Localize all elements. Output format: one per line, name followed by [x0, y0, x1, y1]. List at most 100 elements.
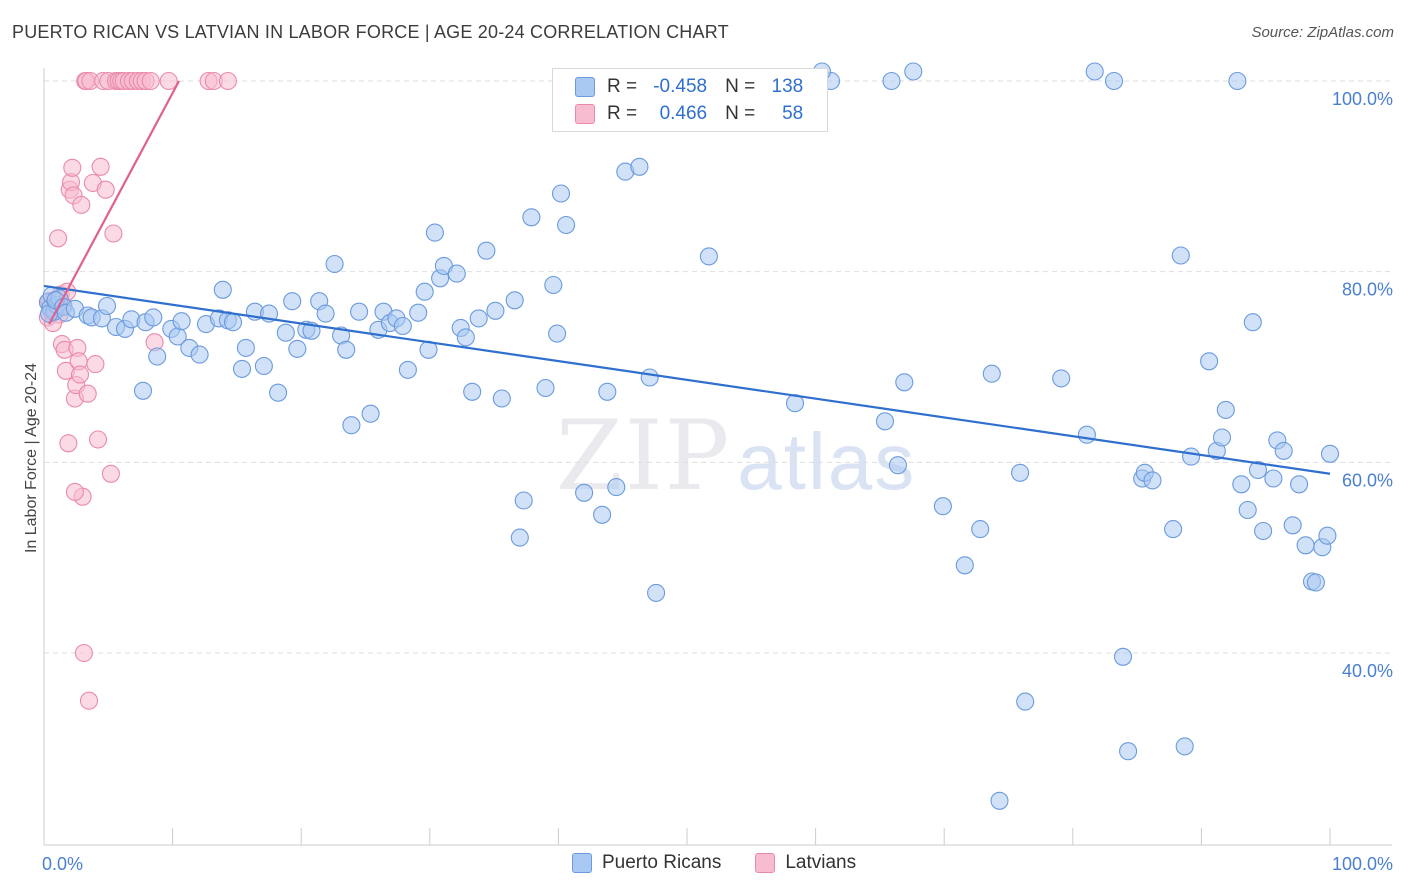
legend-n-value: 58 [782, 103, 804, 124]
puerto-rican-point [1248, 460, 1268, 480]
puerto-rican-point [607, 478, 626, 497]
puerto-rican-point [350, 302, 369, 321]
puerto-rican-point [469, 309, 488, 328]
puerto-rican-point [1296, 536, 1315, 555]
chart-title: PUERTO RICAN VS LATVIAN IN LABOR FORCE |… [12, 22, 729, 42]
puerto-rican-point [1016, 692, 1035, 711]
legend-n-value: 138 [771, 76, 804, 97]
puerto-rican-point [1228, 71, 1247, 91]
latvian-point [74, 643, 93, 663]
puerto-rican-point [337, 340, 356, 359]
puerto-rican-point [1052, 369, 1071, 388]
puerto-rican-point [325, 254, 344, 274]
chart-source: Source: ZipAtlas.com [1251, 24, 1394, 41]
legend-n-label: N = [725, 76, 756, 97]
axis-layer [43, 68, 1392, 846]
puerto-ricans-trend-line [43, 284, 1331, 475]
puerto-rican-point [971, 520, 990, 539]
series-swatch-blue [572, 853, 592, 873]
puerto-rican-point [1318, 526, 1337, 545]
puerto-rican-point [236, 338, 255, 357]
puerto-rican-point [1143, 471, 1162, 490]
puerto-rican-point [593, 505, 612, 524]
y-tick-label: 40.0% [1342, 661, 1393, 681]
puerto-rican-point [536, 378, 555, 398]
legend-r-value: 0.466 [659, 103, 708, 124]
puerto-rican-point [492, 389, 511, 408]
latvian-point [59, 434, 78, 453]
puerto-rican-point [598, 382, 617, 401]
puerto-rican-point [1164, 520, 1183, 539]
puerto-rican-point [1283, 516, 1302, 535]
puerto-rican-point [1085, 62, 1104, 81]
puerto-rican-point [213, 280, 232, 299]
puerto-rican-point [875, 412, 895, 431]
puerto-rican-point [1306, 573, 1325, 592]
puerto-rican-point [1011, 463, 1030, 482]
puerto-rican-point [254, 356, 273, 376]
x-tick-label: 100.0% [1332, 854, 1393, 874]
series-legend-latvians[interactable]: Latvians [755, 852, 856, 874]
y-tick-label: 60.0% [1342, 470, 1393, 490]
stats-legend: R = -0.458 N = 138 R = 0.466 N = 58 [552, 68, 828, 132]
series-legend-label: Latvians [785, 852, 857, 873]
puerto-rican-point [1171, 246, 1190, 265]
puerto-rican-point [575, 483, 594, 502]
puerto-rican-point [232, 359, 252, 378]
tick-labels: 40.0% 60.0% 80.0% 100.0% 0.0% 100.0% [42, 89, 1393, 874]
puerto-rican-point [1119, 742, 1138, 761]
trend-lines [43, 80, 1331, 475]
puerto-rican-point [1216, 400, 1235, 419]
puerto-rican-point [1274, 441, 1293, 460]
legend-row-latvians: R = 0.466 N = 58 [575, 100, 803, 128]
puerto-rican-point [557, 215, 576, 235]
puerto-rican-point [463, 382, 482, 401]
latvians-trend-line [48, 80, 181, 325]
x-tick-label: 0.0% [42, 854, 83, 874]
puerto-rican-point [486, 301, 505, 320]
puerto-rican-point [640, 368, 659, 387]
puerto-rican-point [1200, 352, 1219, 371]
puerto-rican-point [288, 339, 307, 358]
series-swatch-pink [755, 853, 776, 873]
legend-swatch-blue [575, 77, 595, 97]
puerto-rican-point [882, 71, 901, 91]
puerto-rican-point [1243, 313, 1262, 332]
puerto-rican-point [190, 345, 209, 364]
puerto-rican-point [1264, 469, 1283, 488]
puerto-rican-point [398, 360, 417, 379]
series-legend-puerto-ricans[interactable]: Puerto Ricans [572, 852, 721, 874]
puerto-rican-point [551, 184, 571, 203]
legend-row-puerto-ricans: R = -0.458 N = 138 [575, 73, 803, 101]
puerto-rican-point [955, 556, 974, 575]
latvian-point [218, 71, 237, 91]
latvian-point [86, 355, 105, 374]
puerto-rican-point [548, 324, 567, 343]
puerto-rican-point [342, 416, 361, 435]
legend-swatch-pink [575, 104, 595, 124]
puerto-rican-point [477, 241, 496, 260]
puerto-rican-point [316, 304, 335, 323]
latvian-point [63, 158, 82, 177]
legend-n-label: N = [725, 103, 756, 124]
puerto-rican-point [522, 208, 541, 227]
latvian-point [91, 157, 110, 176]
puerto-rican-point [393, 316, 412, 336]
puerto-rican-point [1077, 425, 1096, 444]
watermark-atlas: atlas [737, 417, 917, 506]
latvian-point [96, 180, 115, 199]
puerto-rican-point [544, 275, 563, 295]
puerto-rican-point [283, 292, 302, 311]
puerto-rican-point [1212, 428, 1232, 447]
puerto-rican-point [361, 404, 380, 423]
latvian-point [159, 71, 178, 91]
puerto-rican-point [223, 313, 243, 332]
puerto-rican-point [1104, 71, 1124, 91]
puerto-rican-point [425, 223, 444, 242]
puerto-rican-point [888, 456, 907, 475]
puerto-rican-point [172, 312, 191, 331]
latvian-point [65, 482, 84, 501]
latvian-point [78, 384, 97, 403]
legend-r-label: R = [607, 103, 638, 124]
